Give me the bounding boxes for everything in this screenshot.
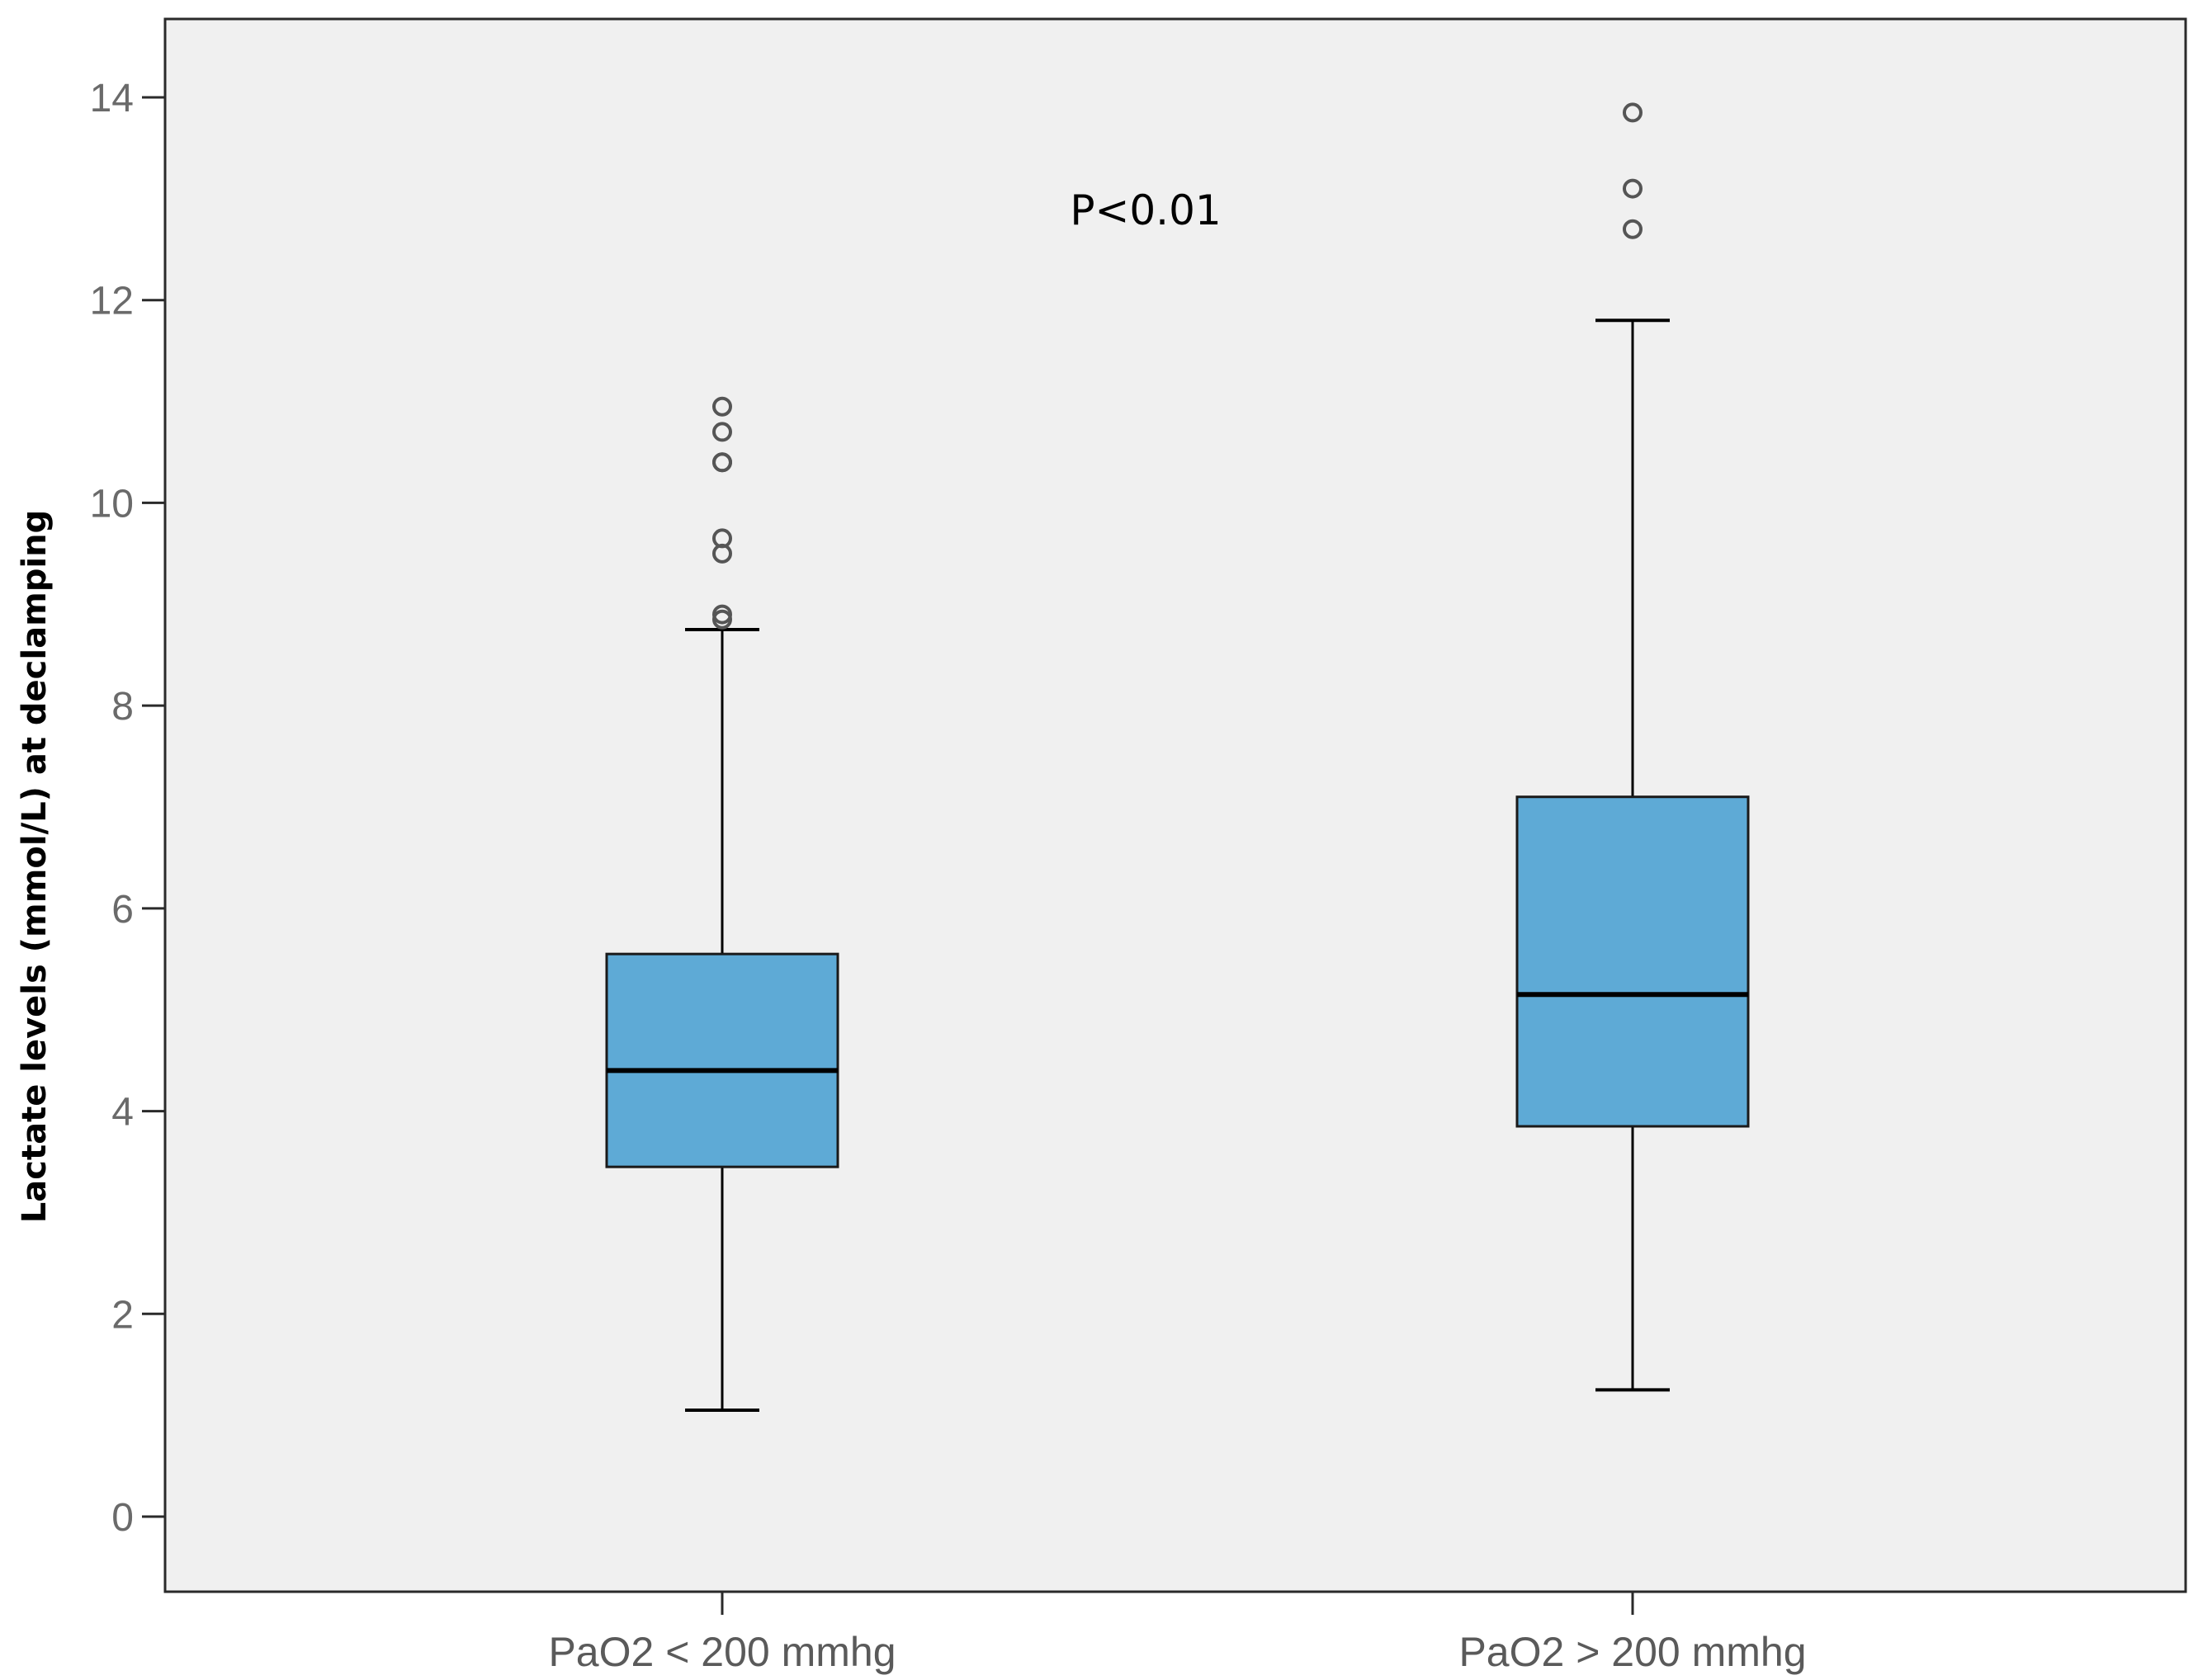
- y-axis-title: Lactate levels (mmol/L) at declamping: [16, 510, 54, 1223]
- y-tick-label: 8: [111, 685, 134, 729]
- outlier-point: [712, 422, 732, 442]
- outlier-point: [1623, 102, 1643, 123]
- y-tick-label: 0: [111, 1496, 134, 1540]
- y-tick-label: 6: [111, 888, 134, 932]
- outlier-point: [1623, 219, 1643, 239]
- outlier-point: [712, 396, 732, 417]
- x-tick-label: PaO2 < 200 mmhg: [548, 1629, 896, 1675]
- outlier-point: [1623, 178, 1643, 199]
- p-value-annotation: P<0.01: [1070, 186, 1221, 234]
- y-tick-label: 4: [111, 1091, 134, 1135]
- y-tick-label: 10: [90, 482, 134, 526]
- box: [1515, 795, 1750, 1128]
- box-group: [605, 396, 839, 1412]
- outlier-point: [712, 452, 732, 473]
- box: [605, 952, 839, 1168]
- y-tick-label: 2: [111, 1293, 134, 1337]
- box-plots: [605, 102, 1750, 1412]
- y-tick-label: 12: [90, 280, 134, 323]
- outlier-point: [712, 543, 732, 564]
- x-tick-label: PaO2 > 200 mmhg: [1458, 1629, 1806, 1675]
- y-tick-label: 14: [90, 77, 134, 120]
- plot-area: [163, 17, 2187, 1593]
- outlier-point: [712, 609, 732, 630]
- box-group: [1515, 102, 1750, 1392]
- x-axis: PaO2 < 200 mmhg PaO2 > 200 mmhg: [548, 1592, 1807, 1675]
- y-axis: 0 2 4 6 8 10 12 14: [90, 77, 165, 1540]
